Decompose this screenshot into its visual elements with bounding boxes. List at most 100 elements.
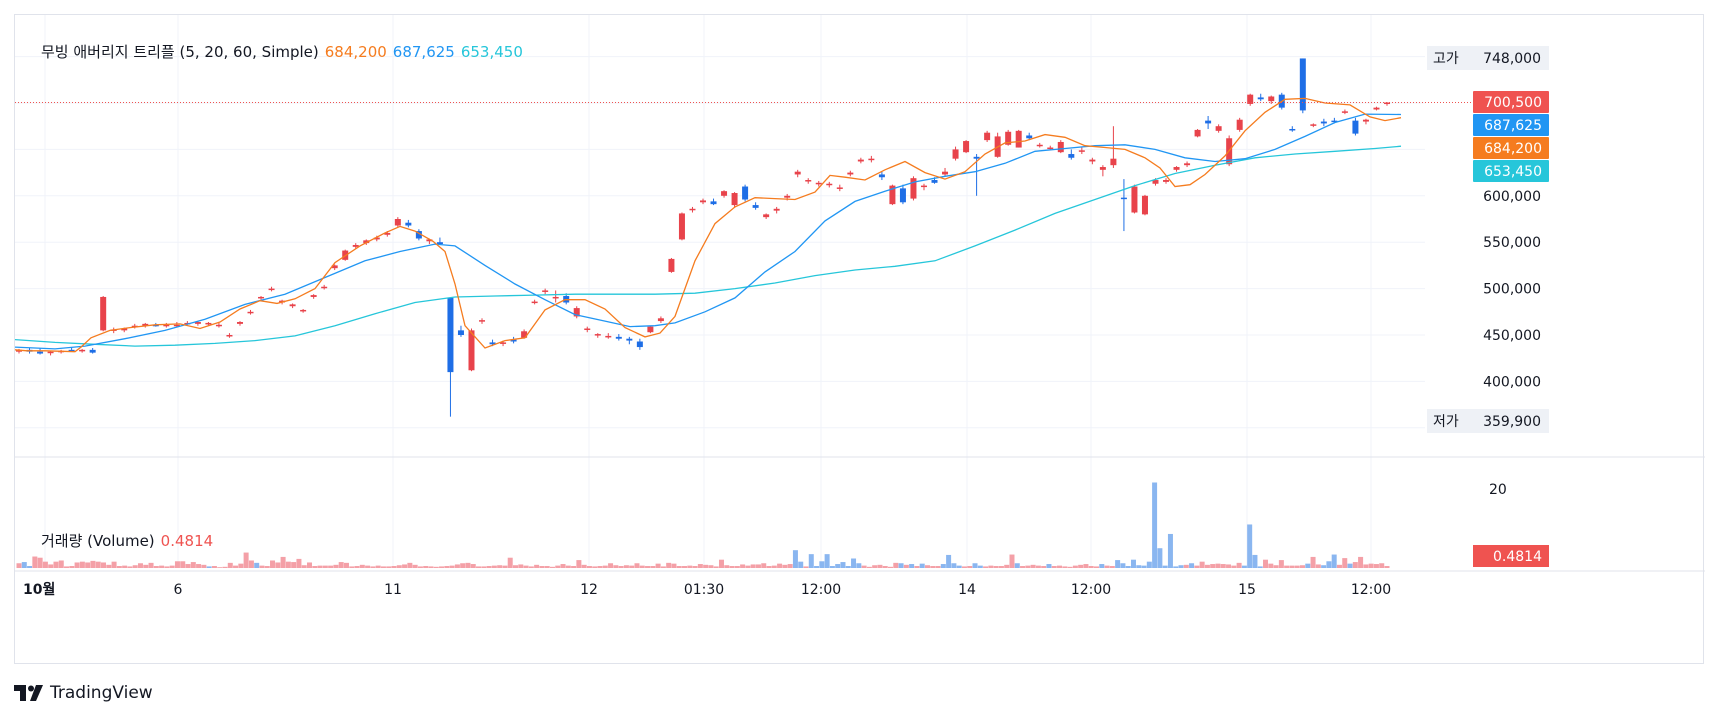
volume-bar — [1152, 482, 1158, 568]
volume-bar — [137, 563, 143, 568]
high-price-tag-value: 748,000 — [1483, 51, 1541, 67]
candle — [479, 318, 486, 324]
volume-bar — [771, 565, 777, 568]
candle-body — [826, 183, 833, 186]
volume-bar — [713, 566, 719, 568]
volume-bar — [312, 566, 318, 568]
volume-bar — [317, 565, 323, 568]
volume-bar — [1352, 562, 1358, 568]
volume-bar — [618, 566, 624, 568]
volume-bar — [280, 556, 286, 568]
volume-bar — [1072, 565, 1078, 568]
candle-body — [215, 324, 222, 327]
volume-bar — [16, 563, 22, 568]
candle — [1236, 117, 1243, 132]
volume-bar — [1384, 566, 1390, 568]
last-price-tag: 700,500 — [1473, 91, 1549, 113]
time-axis[interactable]: 10월 6 11 12 01:30 12:00 14 12:00 15 12:00 — [15, 570, 1705, 598]
volume-bar — [412, 564, 418, 568]
candle-body — [1341, 111, 1348, 113]
ma5-legend-value: 684,200 — [324, 43, 387, 61]
candle — [1184, 161, 1191, 168]
candle — [321, 284, 328, 290]
volume-legend[interactable]: 거래량 (Volume) 0.4814 — [41, 530, 219, 551]
ma20-legend-value: 687,625 — [392, 43, 455, 61]
candle — [1299, 58, 1306, 114]
last-price-tag-bg — [1473, 91, 1549, 113]
tradingview-logo[interactable]: TradingView — [14, 683, 153, 703]
candle — [952, 146, 959, 161]
volume-bar — [835, 564, 841, 568]
candle — [689, 206, 696, 213]
volume-bar — [528, 566, 534, 568]
volume-bar — [211, 566, 217, 568]
volume-bar — [222, 566, 228, 568]
volume-bar — [592, 566, 598, 568]
tradingview-brand-name: TradingView — [50, 683, 153, 703]
volume-bar — [518, 564, 524, 568]
candle-body — [742, 186, 749, 200]
volume-bar — [1030, 564, 1036, 568]
volume-bar — [560, 564, 566, 568]
volume-bar — [201, 564, 207, 568]
volume-bar — [1368, 563, 1374, 568]
volume-bar — [259, 565, 265, 568]
candle-body — [89, 349, 96, 353]
volume-bar — [1162, 565, 1168, 568]
volume-bar — [1130, 559, 1136, 568]
candle — [236, 321, 243, 326]
volume-bar — [708, 565, 714, 568]
volume-bar — [703, 564, 709, 568]
candle-body — [1173, 167, 1180, 170]
volume-bar — [116, 566, 122, 568]
volume-bar — [1141, 565, 1147, 568]
candle — [1057, 140, 1064, 154]
volume-bar — [650, 566, 656, 568]
chart-canvas[interactable]: 600,000 550,000 500,000 450,000 400,000 고가 748… — [15, 15, 1705, 665]
volume-bar — [977, 565, 983, 568]
candle-body — [973, 156, 980, 159]
volume-bar — [534, 564, 540, 568]
candle-body — [1120, 197, 1127, 200]
volume-bar — [486, 566, 492, 568]
candle — [636, 338, 643, 350]
candle-body — [447, 297, 454, 373]
volume-axis[interactable]: 20 0.4814 — [1473, 482, 1549, 567]
ma-legend[interactable]: 무빙 애버리지 트리플 (5, 20, 60, Simple) 684,200 68… — [41, 41, 529, 62]
volume-bar — [1057, 565, 1063, 568]
volume-bar — [122, 565, 128, 568]
volume-bar — [301, 565, 307, 568]
volume-bar — [296, 558, 302, 568]
candle-body — [700, 200, 706, 203]
volume-bar — [1257, 566, 1263, 568]
chart-frame[interactable]: 600,000 550,000 500,000 450,000 400,000 고가 748… — [14, 14, 1705, 665]
price-axis[interactable]: 600,000 550,000 500,000 450,000 400,000 고가 748… — [1427, 46, 1549, 433]
candle-body — [1184, 163, 1191, 166]
volume-bar — [433, 566, 439, 568]
candle — [857, 157, 864, 164]
volume-bar — [291, 562, 297, 568]
candle-body — [436, 242, 443, 245]
candle-body — [678, 213, 685, 240]
candle — [773, 206, 780, 214]
volume-bar — [972, 563, 978, 568]
volume-legend-title: 거래량 (Volume) — [41, 532, 155, 550]
price-tick-label: 550,000 — [1483, 235, 1541, 251]
candle-body — [836, 187, 843, 189]
candle-body — [1310, 124, 1317, 126]
volume-bar — [307, 562, 313, 568]
candle-body — [163, 324, 170, 327]
volume-bar — [1120, 563, 1126, 568]
candle — [647, 325, 654, 334]
volume-bar — [1167, 533, 1173, 568]
volume-bar — [666, 562, 672, 568]
volume-bar — [782, 564, 788, 568]
volume-bar — [1305, 563, 1311, 568]
candle-body — [1141, 195, 1148, 215]
volume-bar — [1379, 563, 1385, 568]
volume-bar — [729, 566, 735, 568]
candle-body — [1078, 150, 1085, 152]
candle-body — [268, 288, 275, 291]
volume-bar — [581, 564, 587, 568]
candle-body — [1089, 159, 1096, 162]
